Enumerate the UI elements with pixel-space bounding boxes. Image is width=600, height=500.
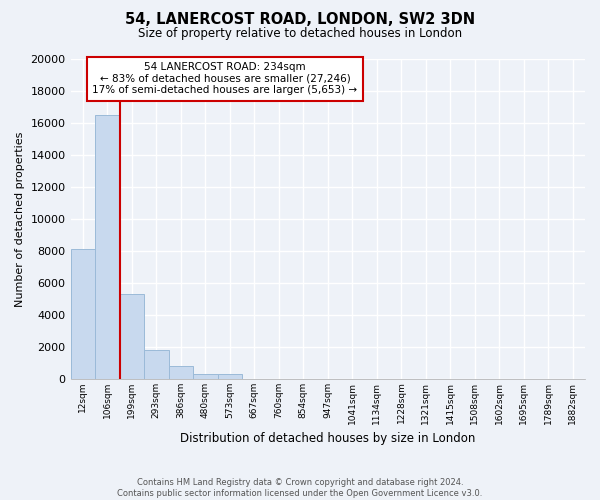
Bar (218, 374, 242, 379)
X-axis label: Distribution of detached houses by size in London: Distribution of detached houses by size … (180, 432, 475, 445)
Text: 54, LANERCOST ROAD, LONDON, SW2 3DN: 54, LANERCOST ROAD, LONDON, SW2 3DN (125, 12, 475, 28)
Bar (144, 350, 169, 379)
Bar (71, 250, 95, 379)
Y-axis label: Number of detached properties: Number of detached properties (15, 131, 25, 306)
Bar (193, 374, 218, 379)
Bar (169, 366, 193, 379)
Bar (95, 115, 119, 379)
Bar (119, 294, 144, 379)
Text: 54 LANERCOST ROAD: 234sqm
← 83% of detached houses are smaller (27,246)
17% of s: 54 LANERCOST ROAD: 234sqm ← 83% of detac… (92, 62, 358, 96)
Text: Contains HM Land Registry data © Crown copyright and database right 2024.
Contai: Contains HM Land Registry data © Crown c… (118, 478, 482, 498)
Text: Size of property relative to detached houses in London: Size of property relative to detached ho… (138, 28, 462, 40)
